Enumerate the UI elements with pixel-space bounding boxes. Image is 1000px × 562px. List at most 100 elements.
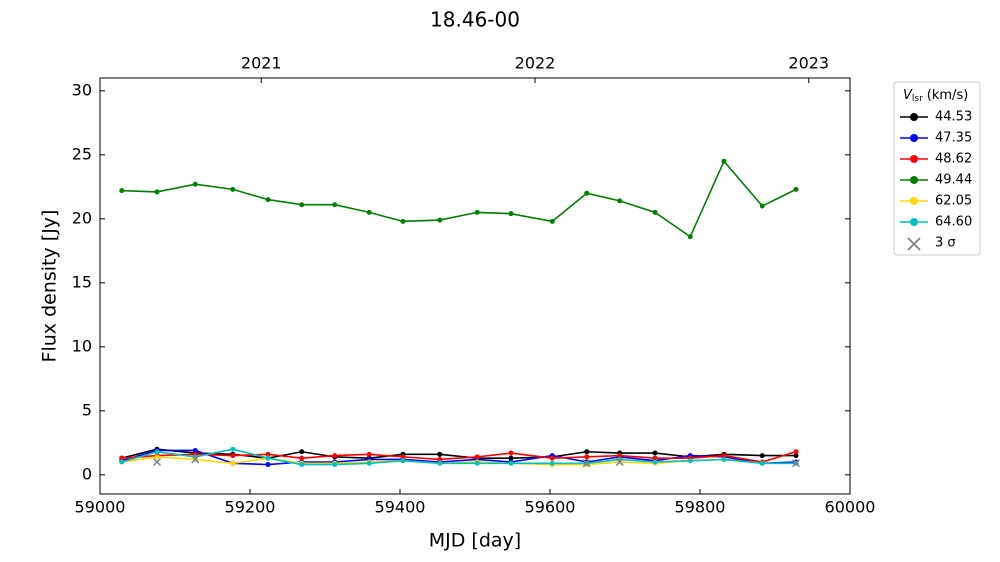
series-point [332, 462, 338, 468]
series-point [508, 455, 514, 461]
series-point [793, 449, 799, 455]
x-tick-label: 59000 [75, 498, 126, 517]
legend-marker [910, 113, 918, 121]
series-point [549, 218, 555, 224]
legend-marker [910, 218, 918, 226]
series-point [299, 449, 305, 455]
series-line [121, 450, 797, 463]
legend-title-sub: lsr [912, 94, 923, 104]
series-point [265, 455, 271, 461]
x-axis-label: MJD [day] [429, 530, 521, 552]
series-line [121, 448, 796, 466]
legend-label: 47.35 [935, 131, 972, 146]
series-point [192, 181, 198, 187]
series-point [119, 455, 125, 461]
x-tick-label: 59800 [675, 498, 726, 517]
series-point [400, 458, 406, 464]
y-tick-label: 15 [72, 272, 92, 291]
x2-tick-label: 2021 [241, 54, 282, 73]
series-point [584, 449, 590, 455]
series-point [793, 453, 799, 459]
series-point [230, 186, 236, 192]
series-point [474, 460, 480, 466]
legend-label: 3 σ [935, 236, 956, 251]
series-point [299, 462, 305, 468]
series-point [584, 454, 590, 460]
x-tick-label: 60000 [825, 498, 876, 517]
series-line [121, 449, 797, 466]
series-point [549, 455, 555, 461]
series-point [721, 456, 727, 462]
series-point [652, 459, 658, 465]
legend-box [893, 81, 981, 256]
sigma-marker [791, 459, 801, 468]
series-point [154, 449, 160, 455]
sigma-marker [615, 457, 624, 467]
legend-title-unit: (km/s) [927, 88, 969, 103]
x-tick-label: 59200 [225, 498, 276, 517]
series-point [687, 234, 693, 240]
series-point [265, 451, 271, 457]
series-point [437, 451, 443, 457]
series-point [230, 446, 236, 452]
series-point [265, 197, 271, 203]
series-point [366, 460, 372, 466]
x2-tick-label: 2022 [515, 54, 556, 73]
legend-label: 64.60 [935, 215, 972, 230]
y-tick-label: 0 [82, 464, 92, 483]
series-point [192, 447, 198, 453]
series-point [721, 158, 727, 164]
series-point [508, 460, 514, 466]
series-point [400, 218, 406, 224]
x-tick-label: 59600 [525, 498, 576, 517]
legend-label: 48.62 [935, 152, 972, 167]
sigma-marker [152, 457, 162, 467]
y-tick-label: 25 [72, 144, 92, 163]
plot-frame [99, 77, 851, 495]
sigma-marker [582, 459, 591, 468]
series-point [793, 186, 799, 192]
legend-marker [907, 237, 921, 251]
series-point [652, 455, 658, 461]
x-tick-label: 59400 [375, 498, 426, 517]
series-point [474, 209, 480, 215]
legend-marker [910, 176, 918, 184]
series-point [366, 209, 372, 215]
series-point [617, 453, 623, 459]
series-point [366, 451, 372, 457]
legend-title-v: V [903, 88, 913, 103]
legend-marker [910, 197, 918, 205]
series-point [437, 456, 443, 462]
series-point [584, 190, 590, 196]
series-point [721, 453, 727, 459]
chart-title: 18.46-00 [430, 8, 520, 32]
series-point [119, 459, 125, 465]
y-tick-label: 5 [82, 400, 92, 419]
series-point [759, 203, 765, 209]
series-point [119, 188, 125, 194]
legend-marker [910, 134, 918, 142]
series-point [652, 209, 658, 215]
series-point [759, 460, 765, 466]
series-point [687, 458, 693, 464]
sigma-marker [191, 455, 200, 464]
series-point [508, 211, 514, 217]
series-point [299, 202, 305, 208]
legend-marker [910, 155, 918, 163]
legend-label: 44.53 [935, 110, 972, 125]
series-point [332, 202, 338, 208]
legend-label: 49.44 [935, 173, 972, 188]
series-point [299, 455, 305, 461]
series-point [508, 450, 514, 456]
y-tick-label: 30 [72, 80, 92, 99]
series-point [154, 454, 160, 460]
series-point [154, 189, 160, 195]
series-point [230, 453, 236, 459]
series-point [437, 460, 443, 466]
series-point [265, 462, 271, 468]
series-point [652, 450, 658, 456]
y-axis-label: Flux density [Jy] [39, 210, 61, 363]
series-point [617, 198, 623, 204]
x2-tick-label: 2023 [788, 54, 829, 73]
